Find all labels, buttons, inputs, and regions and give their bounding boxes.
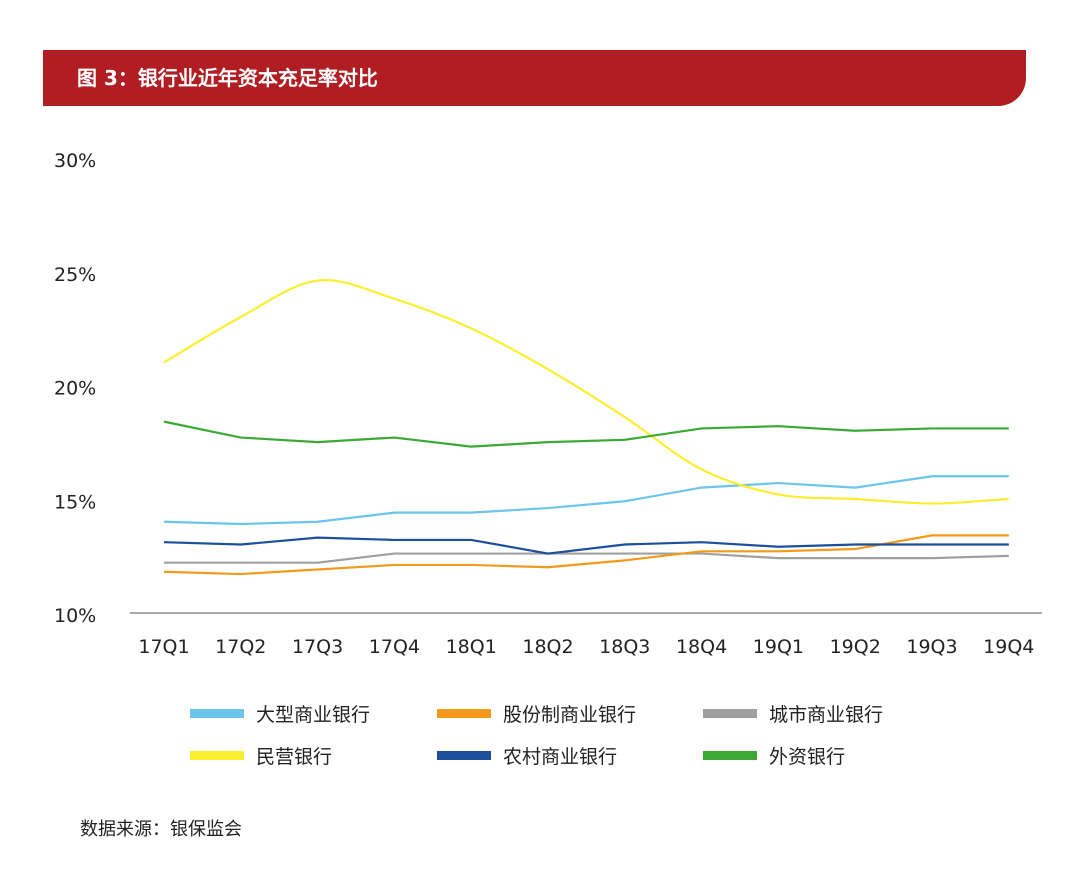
y-tick-label: 25% <box>54 264 96 286</box>
data-point-private-banks-19Q1 <box>777 493 779 495</box>
series-line-private-banks <box>163 279 1009 505</box>
data-point-rural-banks-19Q1 <box>777 546 779 548</box>
data-point-private-banks-18Q1 <box>470 327 472 329</box>
data-point-foreign-banks-17Q2 <box>240 437 242 439</box>
data-point-foreign-banks-19Q1 <box>777 425 779 427</box>
x-tick-label: 19Q4 <box>983 636 1034 658</box>
data-point-large-banks-17Q4 <box>393 512 395 514</box>
data-point-joint-stock-banks-18Q4 <box>701 550 703 552</box>
data-point-joint-stock-banks-19Q1 <box>777 550 779 552</box>
title-banner: 图 3：银行业近年资本充足率对比 <box>43 50 1026 106</box>
data-point-city-banks-18Q1 <box>470 553 472 555</box>
data-point-city-banks-19Q3 <box>931 557 933 559</box>
x-tick-label: 19Q2 <box>830 636 881 658</box>
data-point-foreign-banks-17Q4 <box>393 437 395 439</box>
data-point-joint-stock-banks-17Q2 <box>240 573 242 575</box>
data-point-city-banks-19Q4 <box>1008 555 1010 557</box>
data-point-private-banks-17Q4 <box>393 298 395 300</box>
series-line-joint-stock-banks <box>163 534 1009 576</box>
y-tick-label: 15% <box>54 491 96 513</box>
data-point-rural-banks-17Q1 <box>163 541 165 543</box>
data-point-city-banks-17Q3 <box>317 562 319 564</box>
data-point-rural-banks-18Q3 <box>624 543 626 545</box>
data-point-large-banks-19Q3 <box>931 475 933 477</box>
data-point-foreign-banks-19Q4 <box>1008 427 1010 429</box>
y-tick-label: 30% <box>54 150 96 172</box>
x-tick-label: 19Q1 <box>753 636 804 658</box>
data-point-city-banks-18Q3 <box>624 553 626 555</box>
data-point-private-banks-17Q3 <box>317 280 319 282</box>
x-tick-label: 17Q3 <box>292 636 343 658</box>
x-tick-label: 17Q2 <box>215 636 266 658</box>
series-line-rural-banks <box>163 536 1009 555</box>
data-point-foreign-banks-17Q1 <box>163 421 165 423</box>
data-point-joint-stock-banks-17Q4 <box>393 564 395 566</box>
data-point-large-banks-17Q1 <box>163 521 165 523</box>
x-tick-label: 18Q4 <box>676 636 727 658</box>
data-point-city-banks-17Q1 <box>163 562 165 564</box>
data-point-large-banks-18Q4 <box>701 487 703 489</box>
data-point-joint-stock-banks-18Q2 <box>547 566 549 568</box>
x-tick-label: 18Q2 <box>522 636 573 658</box>
data-point-large-banks-18Q2 <box>547 507 549 509</box>
x-tick-label: 19Q3 <box>906 636 957 658</box>
data-point-rural-banks-18Q2 <box>547 553 549 555</box>
data-point-joint-stock-banks-19Q3 <box>931 534 933 536</box>
data-point-foreign-banks-19Q2 <box>854 430 856 432</box>
data-point-joint-stock-banks-17Q3 <box>317 569 319 571</box>
data-point-city-banks-18Q4 <box>701 553 703 555</box>
data-point-rural-banks-19Q4 <box>1008 543 1010 545</box>
data-point-private-banks-18Q3 <box>624 416 626 418</box>
series-line-large-banks <box>163 475 1009 526</box>
x-tick-label: 18Q3 <box>599 636 650 658</box>
data-point-rural-banks-19Q3 <box>931 543 933 545</box>
data-point-city-banks-19Q2 <box>854 557 856 559</box>
data-point-private-banks-19Q3 <box>931 503 933 505</box>
data-point-private-banks-17Q2 <box>240 316 242 318</box>
data-point-large-banks-17Q2 <box>240 523 242 525</box>
data-point-rural-banks-17Q2 <box>240 543 242 545</box>
data-point-rural-banks-17Q4 <box>393 539 395 541</box>
source-note: 数据来源：银保监会 <box>80 819 242 840</box>
data-point-rural-banks-19Q2 <box>854 543 856 545</box>
data-point-foreign-banks-18Q3 <box>624 439 626 441</box>
data-point-large-banks-18Q1 <box>470 512 472 514</box>
data-point-foreign-banks-19Q3 <box>931 427 933 429</box>
data-point-private-banks-18Q2 <box>547 368 549 370</box>
chart-title: 图 3：银行业近年资本充足率对比 <box>77 66 378 90</box>
data-point-joint-stock-banks-18Q1 <box>470 564 472 566</box>
data-point-large-banks-19Q4 <box>1008 475 1010 477</box>
data-point-foreign-banks-17Q3 <box>317 441 319 443</box>
data-point-large-banks-17Q3 <box>317 521 319 523</box>
data-point-foreign-banks-18Q4 <box>701 427 703 429</box>
x-tick-label: 18Q1 <box>446 636 497 658</box>
series-line-foreign-banks <box>163 420 1009 448</box>
data-point-joint-stock-banks-19Q2 <box>854 548 856 550</box>
y-tick-label: 20% <box>54 378 96 400</box>
data-point-rural-banks-18Q1 <box>470 539 472 541</box>
data-point-foreign-banks-18Q1 <box>470 446 472 448</box>
data-point-large-banks-19Q1 <box>777 482 779 484</box>
data-point-joint-stock-banks-19Q4 <box>1008 534 1010 536</box>
y-tick-label: 10% <box>54 605 96 627</box>
data-point-private-banks-19Q4 <box>1008 498 1010 500</box>
data-point-city-banks-19Q1 <box>777 557 779 559</box>
data-point-foreign-banks-18Q2 <box>547 441 549 443</box>
data-point-joint-stock-banks-18Q3 <box>624 559 626 561</box>
x-tick-label: 17Q4 <box>369 636 420 658</box>
series-line-city-banks <box>164 552 1009 564</box>
data-point-city-banks-17Q2 <box>240 562 242 564</box>
data-point-rural-banks-17Q3 <box>317 537 319 539</box>
x-tick-label: 17Q1 <box>138 636 189 658</box>
data-point-joint-stock-banks-17Q1 <box>163 571 165 573</box>
data-point-private-banks-18Q4 <box>701 468 703 470</box>
data-point-private-banks-19Q2 <box>854 498 856 500</box>
data-point-city-banks-17Q4 <box>393 553 395 555</box>
data-point-private-banks-17Q1 <box>163 361 165 363</box>
data-point-rural-banks-18Q4 <box>701 541 703 543</box>
data-point-large-banks-19Q2 <box>854 487 856 489</box>
data-point-large-banks-18Q3 <box>624 500 626 502</box>
